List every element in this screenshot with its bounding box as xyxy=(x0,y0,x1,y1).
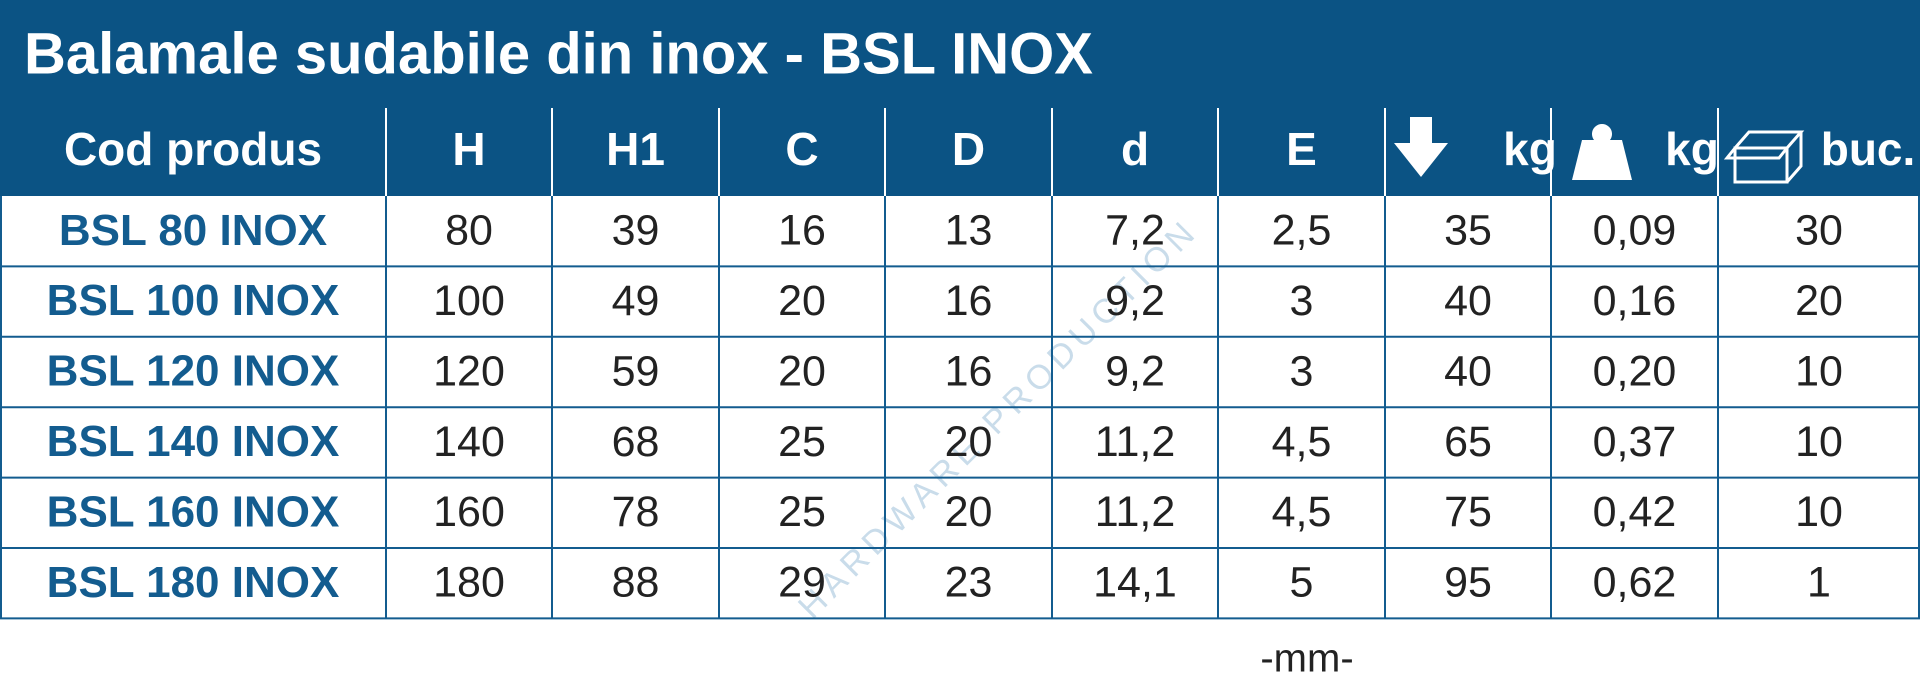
product-code: BSL 160 INOX xyxy=(47,487,340,536)
column-header: D xyxy=(952,123,985,175)
cell: 78 xyxy=(612,488,660,536)
cell: 180 xyxy=(433,559,505,607)
load-icon xyxy=(1394,117,1448,177)
cell: 11,2 xyxy=(1095,418,1176,466)
product-code: BSL 80 INOX xyxy=(59,206,327,255)
cell: 4,5 xyxy=(1272,488,1332,536)
cell: 80 xyxy=(445,207,493,255)
cell: 100 xyxy=(433,277,505,325)
title-bar xyxy=(0,0,1920,108)
cell: 5 xyxy=(1290,559,1314,607)
cell: 0,37 xyxy=(1593,418,1677,466)
cell: 0,09 xyxy=(1593,207,1677,255)
cell: 16 xyxy=(945,277,993,325)
cell: 0,62 xyxy=(1593,559,1677,607)
column-header: C xyxy=(785,123,818,175)
cell: 0,42 xyxy=(1593,488,1677,536)
cell: 39 xyxy=(612,207,660,255)
unit-label: -mm- xyxy=(1260,637,1353,673)
weight-icon xyxy=(1572,123,1632,180)
cell: 59 xyxy=(612,347,660,395)
cell: 16 xyxy=(778,207,826,255)
box-icon xyxy=(1723,130,1805,184)
cell: 10 xyxy=(1795,418,1843,466)
cell: 20 xyxy=(945,418,993,466)
product-code: BSL 120 INOX xyxy=(47,347,340,396)
column-header: H1 xyxy=(606,123,665,175)
column-header: kg xyxy=(1503,123,1557,175)
product-code: BSL 100 INOX xyxy=(47,276,340,325)
cell: 29 xyxy=(778,559,826,607)
cell: 9,2 xyxy=(1105,347,1165,395)
cell: 20 xyxy=(945,488,993,536)
cell: 10 xyxy=(1795,347,1843,395)
cell: 20 xyxy=(1795,277,1843,325)
column-header: H xyxy=(452,123,485,175)
cell: 0,20 xyxy=(1593,347,1677,395)
cell: 95 xyxy=(1444,559,1492,607)
cell: 20 xyxy=(778,347,826,395)
cell: 13 xyxy=(945,207,993,255)
cell: 25 xyxy=(778,488,826,536)
cell: 4,5 xyxy=(1272,418,1332,466)
product-code: BSL 180 INOX xyxy=(47,558,340,607)
column-header: Cod produs xyxy=(64,123,322,175)
cell: 140 xyxy=(433,418,505,466)
cell: 25 xyxy=(778,418,826,466)
cell: 3 xyxy=(1290,277,1314,325)
column-header: E xyxy=(1286,123,1317,175)
column-header: d xyxy=(1121,123,1149,175)
cell: 23 xyxy=(945,559,993,607)
cell: 3 xyxy=(1290,347,1314,395)
cell: 160 xyxy=(433,488,505,536)
column-header: kg xyxy=(1665,123,1719,175)
cell: 49 xyxy=(612,277,660,325)
cell: 68 xyxy=(612,418,660,466)
cell: 65 xyxy=(1444,418,1492,466)
cell: 35 xyxy=(1444,207,1492,255)
cell: 10 xyxy=(1795,488,1843,536)
cell: 16 xyxy=(945,347,993,395)
product-code: BSL 140 INOX xyxy=(47,417,340,466)
cell: 40 xyxy=(1444,277,1492,325)
cell: 14,1 xyxy=(1093,559,1177,607)
cell: 40 xyxy=(1444,347,1492,395)
title: Balamale sudabile din inox - BSL INOX xyxy=(24,21,1093,86)
cell: 11,2 xyxy=(1095,488,1176,536)
cell: 1 xyxy=(1807,559,1831,607)
cell: 7,2 xyxy=(1105,207,1165,255)
cell: 75 xyxy=(1444,488,1492,536)
cell: 30 xyxy=(1795,207,1843,255)
cell: 120 xyxy=(433,347,505,395)
column-header: buc. xyxy=(1821,123,1916,175)
cell: 20 xyxy=(778,277,826,325)
cell: 2,5 xyxy=(1272,207,1332,255)
cell: 9,2 xyxy=(1105,277,1165,325)
cell: 88 xyxy=(612,559,660,607)
cell: 0,16 xyxy=(1593,277,1677,325)
